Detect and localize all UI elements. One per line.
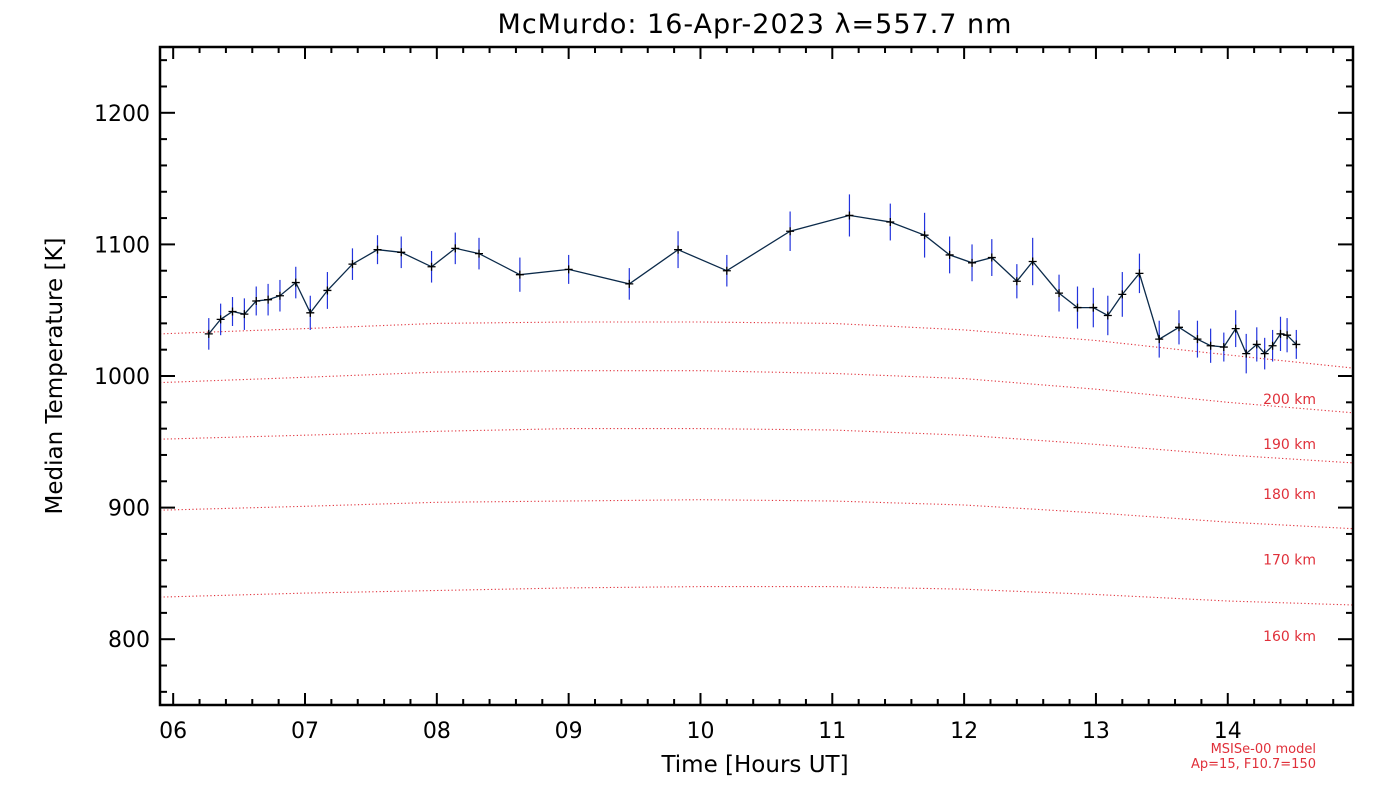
data-point	[845, 211, 854, 220]
data-point	[264, 295, 273, 304]
data-point	[1260, 349, 1269, 358]
data-point	[1252, 340, 1261, 349]
data-point	[1055, 289, 1064, 298]
x-tick-label: 07	[291, 719, 319, 744]
y-tick-label: 1000	[94, 365, 150, 390]
model-annotation: MSISe-00 model	[1211, 742, 1316, 757]
data-point	[1231, 324, 1240, 333]
model-curve-label: 180 km	[1263, 487, 1316, 503]
chart-title: McMurdo: 16-Apr-2023 λ=557.7 nm	[498, 9, 1013, 40]
data-point	[216, 315, 225, 324]
data-point	[674, 245, 683, 254]
x-axis-label: Time [Hours UT]	[660, 752, 848, 778]
y-tick-label: 800	[108, 628, 150, 653]
model-curve-label: 170 km	[1263, 553, 1316, 569]
data-point	[1292, 340, 1301, 349]
x-tick-label: 06	[159, 719, 187, 744]
data-point	[451, 244, 460, 253]
x-tick-label: 10	[686, 719, 714, 744]
data-point	[1028, 257, 1037, 266]
data-point	[1012, 277, 1021, 286]
data-point	[1118, 290, 1127, 299]
data-point	[1073, 303, 1082, 312]
model-curves-layer: 200 km 190 km 180 km 170 km 160 km	[159, 321, 1354, 645]
data-point	[1206, 341, 1215, 350]
data-point	[252, 296, 261, 305]
data-point	[475, 249, 484, 258]
data-point	[987, 253, 996, 262]
data-point	[1193, 335, 1202, 344]
data-point	[1219, 343, 1228, 352]
data-point	[275, 291, 284, 300]
x-tick-label: 14	[1214, 719, 1242, 744]
data-point	[1089, 303, 1098, 312]
data-point	[240, 310, 249, 319]
data-point	[515, 270, 524, 279]
x-tick-label: 09	[555, 719, 583, 744]
model-curve-label: 190 km	[1263, 437, 1316, 453]
data-point	[228, 307, 237, 316]
data-point	[722, 266, 731, 275]
data-point	[886, 218, 895, 227]
x-axis-ticks: 06 07 08 09 10 11 12 13 14	[159, 47, 1335, 744]
data-point	[348, 260, 357, 269]
y-tick-label: 1100	[94, 233, 150, 258]
data-point	[968, 258, 977, 267]
model-curve-label: 200 km	[1263, 392, 1316, 408]
y-tick-label: 1200	[94, 102, 150, 127]
data-point	[323, 286, 332, 295]
data-point	[945, 250, 954, 259]
x-tick-label: 11	[818, 719, 846, 744]
data-point	[1155, 335, 1164, 344]
x-tick-label: 12	[950, 719, 978, 744]
data-point	[306, 308, 315, 317]
data-point	[1135, 269, 1144, 278]
data-point	[291, 278, 300, 287]
y-axis-label: Median Temperature [K]	[42, 238, 68, 515]
model-curve-label: 160 km	[1263, 629, 1316, 645]
data-point	[204, 329, 213, 338]
data-point	[920, 231, 929, 240]
x-tick-label: 08	[423, 719, 451, 744]
data-series-layer	[204, 194, 1301, 374]
data-point	[427, 262, 436, 271]
model-parameters-annotation: Ap=15, F10.7=150	[1191, 757, 1316, 772]
x-tick-label: 13	[1082, 719, 1110, 744]
data-point	[373, 245, 382, 254]
data-point	[1103, 311, 1112, 320]
y-axis-ticks: 800 900 1000 1100 1200	[94, 59, 1353, 693]
data-point	[1283, 331, 1292, 340]
data-point	[564, 265, 573, 274]
data-point	[1268, 341, 1277, 350]
data-point	[1174, 323, 1183, 332]
data-point	[1242, 349, 1251, 358]
data-point	[625, 279, 634, 288]
data-point	[786, 227, 795, 236]
data-point	[397, 248, 406, 257]
data-point	[1276, 329, 1285, 338]
y-tick-label: 900	[108, 497, 150, 522]
